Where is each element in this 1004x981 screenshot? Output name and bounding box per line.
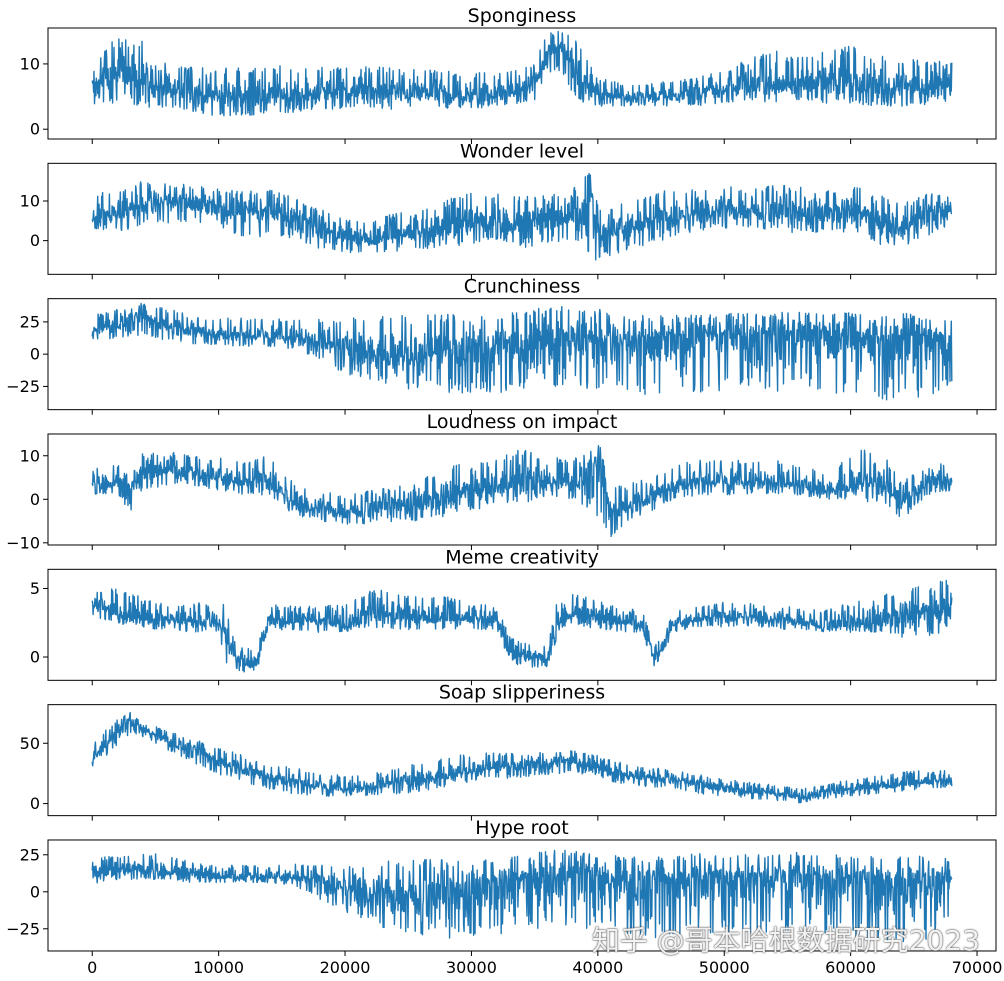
panel-crunchiness: Crunchiness −25 0 25 xyxy=(6,276,997,415)
panel-title: Crunchiness xyxy=(464,276,580,298)
y-tick-label: 0 xyxy=(30,490,40,509)
panel-loudness-on-impact: Loudness on impact −10 0 10 xyxy=(6,411,997,552)
axes-frame xyxy=(47,27,997,140)
axes-frame xyxy=(47,433,997,546)
panel-title: Soap slipperiness xyxy=(439,682,605,704)
series-line-sponginess xyxy=(91,30,953,117)
series-line-meme-creativity xyxy=(91,579,953,673)
x-tick-label: 70000 xyxy=(952,958,1003,977)
panel-title: Wonder level xyxy=(460,140,584,162)
panel-title: Sponginess xyxy=(468,5,577,27)
y-tick-label: 0 xyxy=(30,794,40,813)
y-tick-label: 0 xyxy=(30,345,40,364)
y-tick-label: −25 xyxy=(6,377,40,396)
axes-frame xyxy=(47,839,997,952)
y-tick-label: 0 xyxy=(30,882,40,901)
y-tick-label: 25 xyxy=(20,845,40,864)
axes-frame xyxy=(47,568,997,681)
chart-panels: Sponginess 0 10 Wonder level 0 10 Crunchiness −… xyxy=(6,5,1002,977)
y-tick-label: 0 xyxy=(30,120,40,139)
x-tick-label: 30000 xyxy=(446,958,497,977)
y-tick-label: −10 xyxy=(6,533,40,552)
y-tick-label: 10 xyxy=(20,54,40,73)
x-tick-label: 10000 xyxy=(193,958,244,977)
x-tick-label: 50000 xyxy=(699,958,750,977)
series-line-crunchiness xyxy=(91,302,953,401)
panel-title: Loudness on impact xyxy=(427,411,618,433)
y-tick-label: 25 xyxy=(20,312,40,331)
y-tick-label: −25 xyxy=(6,919,40,938)
panel-wonder-level: Wonder level 0 10 xyxy=(20,140,997,280)
panel-title: Hype root xyxy=(475,817,568,839)
panel-soap-slipperiness: Soap slipperiness 0 50 xyxy=(20,682,997,821)
x-tick-label: 40000 xyxy=(572,958,623,977)
y-tick-label: 10 xyxy=(20,446,40,465)
panel-hype-root: Hype root −25 0 25 0 10000 20000 30000 40000 5000… xyxy=(6,817,1002,977)
series-line-hype-root xyxy=(91,849,953,943)
x-tick-label: 60000 xyxy=(825,958,876,977)
panel-title: Meme creativity xyxy=(445,546,598,568)
x-tick-label: 20000 xyxy=(320,958,371,977)
series-line-wonder-level xyxy=(91,172,953,261)
y-tick-label: 0 xyxy=(30,231,40,250)
y-tick-label: 0 xyxy=(30,648,40,667)
axes-frame xyxy=(47,704,997,817)
axes-frame xyxy=(47,162,997,275)
y-tick-label: 10 xyxy=(20,191,40,210)
x-tick-label: 0 xyxy=(87,958,97,977)
panel-meme-creativity: Meme creativity 0 5 xyxy=(30,546,997,686)
series-line-soap-slipperiness xyxy=(91,711,953,804)
y-tick-label: 5 xyxy=(30,579,40,598)
y-tick-label: 50 xyxy=(20,734,40,753)
series-line-loudness-on-impact xyxy=(91,445,953,538)
watermark-text: 知乎 @哥本哈根数据研究2023 xyxy=(591,924,980,957)
panel-sponginess: Sponginess 0 10 xyxy=(20,5,997,144)
